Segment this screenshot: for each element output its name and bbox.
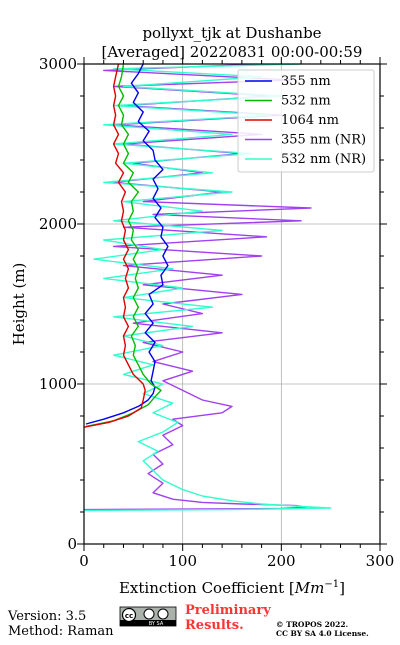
series-line-355-nm [85,64,169,425]
by-icon [143,608,155,620]
x-tick-label-0: 0 [79,552,89,570]
y-tick-label-3: 3000 [39,55,77,73]
x-axis-label: Extinction Coefficient [Mm−1] [119,579,345,597]
chart-title-line1: pollyxt_tjk at Dushanbe [142,24,321,42]
x-tick-label-2: 200 [267,552,296,570]
version-text: Version: 3.5 [7,609,86,624]
x-tick-label-1: 100 [168,552,197,570]
chart-title-line2: [Averaged] 20220831 00:00-00:59 [102,43,363,61]
preliminary-text-2: Results. [185,618,244,633]
cc-license-badge: cc BY SA [119,606,177,627]
cc-icon-text: cc [125,612,133,620]
legend: 355 nm 532 nm 1064 nm 355 nm (NR) 532 nm (NR… [237,69,375,173]
legend-label-0: 355 nm [281,74,331,89]
copyright-text-1: © TROPOS 2022. [276,620,348,629]
legend-label-3: 355 nm (NR) [281,133,366,148]
axis-ticks [77,57,387,551]
y-axis-label: Height (m) [10,263,28,346]
y-tick-label-1: 1000 [39,375,77,393]
method-text: Method: Raman [8,624,114,639]
legend-label-1: 532 nm [281,94,331,109]
by-sa-text: BY SA [149,621,164,627]
series-line-532-nm-nr- [84,64,332,512]
series-line-1064-nm [84,64,146,428]
sa-icon [157,608,169,620]
legend-label-2: 1064 nm [281,113,339,128]
plot-frame [83,63,381,545]
y-tick-label-0: 0 [67,535,77,553]
x-tick-label-3: 300 [366,552,395,570]
legend-box [237,69,375,173]
legend-label-4: 532 nm (NR) [281,152,366,167]
series-line-532-nm [85,64,162,428]
cc-icon [121,607,137,623]
y-tick-label-2: 2000 [39,215,77,233]
preliminary-text-1: Preliminary [185,603,271,618]
copyright-text-2: CC BY SA 4.0 License. [276,629,369,638]
series-layer [84,64,332,512]
